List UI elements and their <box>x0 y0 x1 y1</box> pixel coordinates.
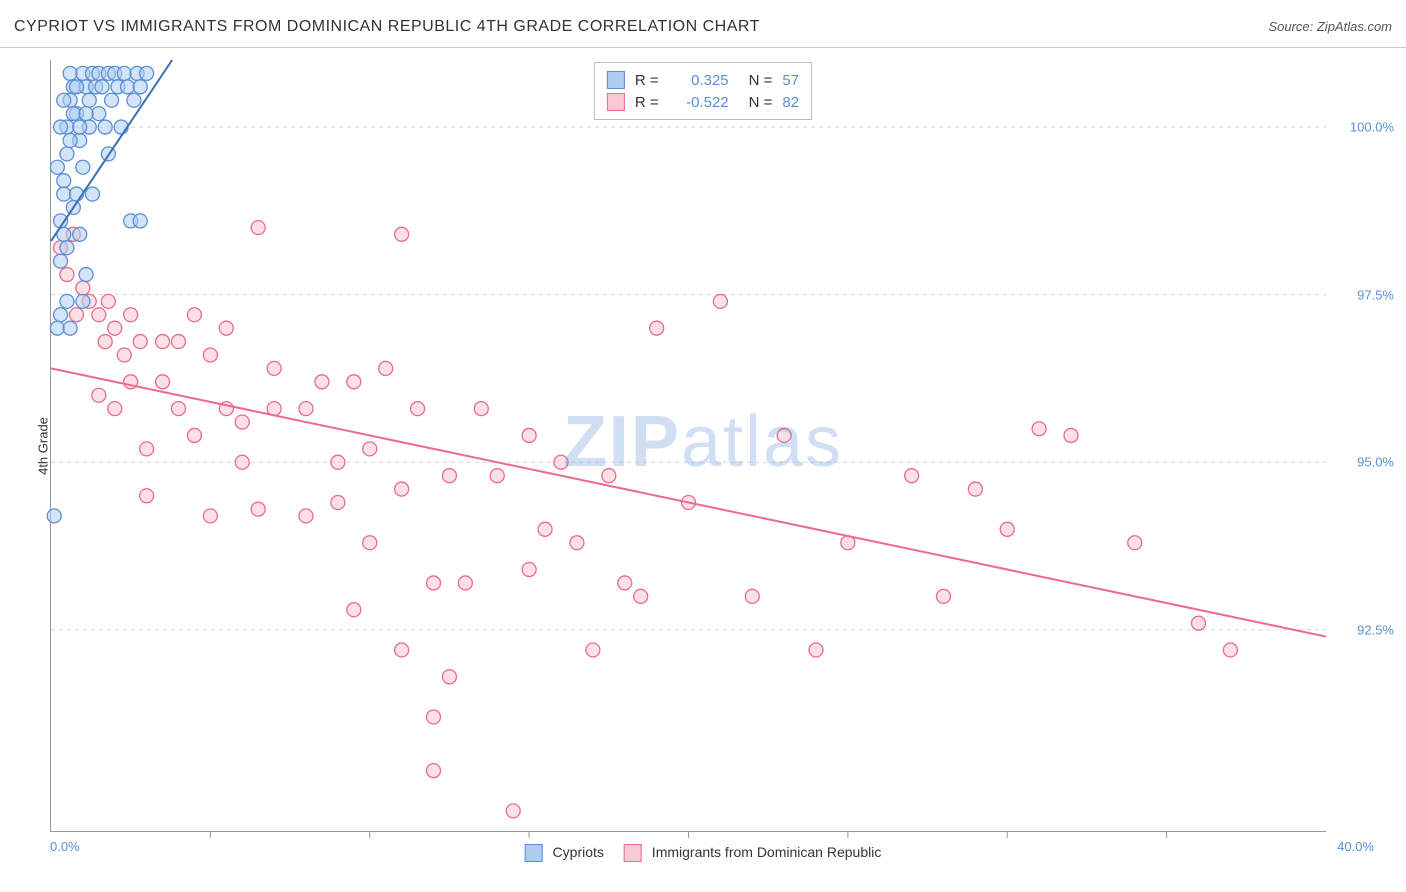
series2-swatch <box>607 93 625 111</box>
legend-item-2: Immigrants from Dominican Republic <box>624 844 881 862</box>
bottom-legend: Cypriots Immigrants from Dominican Repub… <box>525 844 882 862</box>
chart-title: CYPRIOT VS IMMIGRANTS FROM DOMINICAN REP… <box>14 18 760 36</box>
y-tick-label: 92.5% <box>1357 622 1394 637</box>
chart-header: CYPRIOT VS IMMIGRANTS FROM DOMINICAN REP… <box>0 0 1406 48</box>
chart-container: CYPRIOT VS IMMIGRANTS FROM DOMINICAN REP… <box>0 0 1406 892</box>
x-axis-start-label: 0.0% <box>50 839 80 854</box>
stats-row-2: R = -0.522 N = 82 <box>607 91 799 113</box>
plot-area <box>50 60 1326 832</box>
stats-row-1: R = 0.325 N = 57 <box>607 69 799 91</box>
legend-item-1: Cypriots <box>525 844 604 862</box>
scatter-svg <box>51 60 1326 831</box>
y-axis-label: 4th Grade <box>35 417 50 475</box>
y-tick-label: 97.5% <box>1357 287 1394 302</box>
stats-legend-box: R = 0.325 N = 57 R = -0.522 N = 82 <box>594 62 812 120</box>
legend-swatch-2 <box>624 844 642 862</box>
y-tick-label: 100.0% <box>1350 120 1394 135</box>
series1-swatch <box>607 71 625 89</box>
chart-source: Source: ZipAtlas.com <box>1268 19 1392 34</box>
y-tick-label: 95.0% <box>1357 455 1394 470</box>
x-axis-end-label: 40.0% <box>1337 839 1374 854</box>
legend-swatch-1 <box>525 844 543 862</box>
